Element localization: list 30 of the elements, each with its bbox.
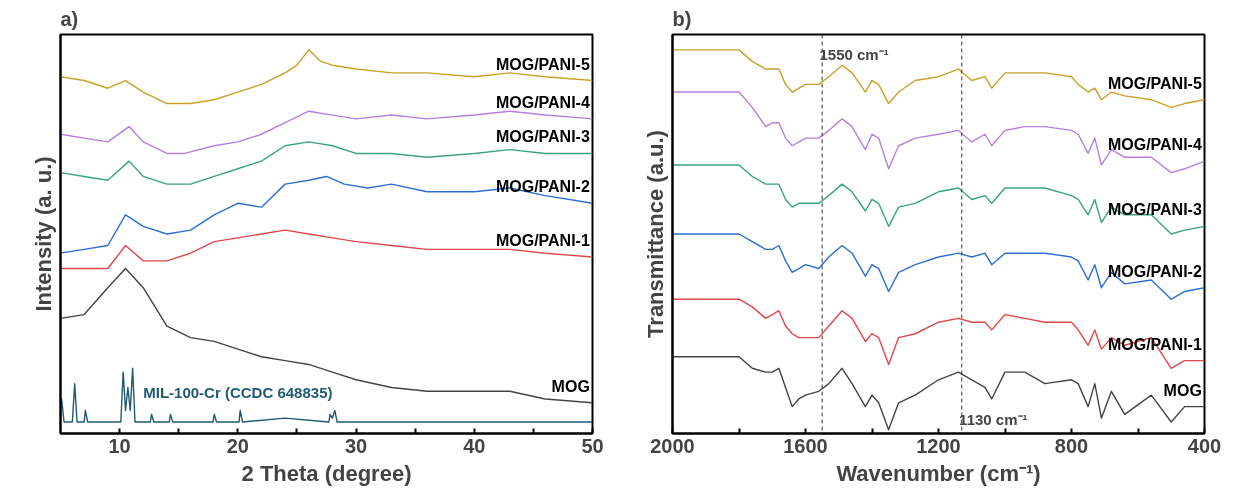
x-tick-label: 40 xyxy=(463,434,486,457)
series-label: MOG xyxy=(1163,381,1202,399)
series-label: MOG/PANI-4 xyxy=(1107,136,1202,154)
y-axis-title: Intensity (a. u.) xyxy=(30,156,56,312)
x-tick-label: 10 xyxy=(108,434,131,457)
series-label: MOG/PANI-3 xyxy=(495,128,590,146)
x-tick-label: 1600 xyxy=(783,434,828,457)
chart-title: b) xyxy=(672,7,692,30)
x-tick-label: 30 xyxy=(344,434,368,457)
x-tick-label: 20 xyxy=(226,434,249,457)
series-label: MOG/PANI-2 xyxy=(1107,262,1202,280)
ref-line-label: 1550 cm⁻¹ xyxy=(819,45,889,63)
series-label: MOG/PANI-1 xyxy=(495,232,590,250)
chart-title: a) xyxy=(60,7,79,30)
annotation: MIL-100-Cr (CCDC 648835) xyxy=(143,383,333,401)
x-tick-label: 1200 xyxy=(916,434,961,457)
series-label: MOG/PANI-5 xyxy=(1107,74,1202,92)
x-axis-title: 2 Theta (degree) xyxy=(241,460,412,486)
x-axis-title: Wavenumber (cm⁻¹) xyxy=(836,460,1041,486)
series-label: MOG/PANI-5 xyxy=(495,55,590,73)
x-tick-label: 800 xyxy=(1054,434,1089,457)
series-label: MOG xyxy=(551,377,590,395)
x-tick-label: 50 xyxy=(581,434,604,457)
x-tick-label: 2000 xyxy=(650,434,695,457)
y-axis-title: Transmittance (a.u.) xyxy=(642,130,668,338)
series-label: MOG/PANI-2 xyxy=(495,178,590,196)
series-label: MOG/PANI-4 xyxy=(495,93,590,111)
x-tick-label: 400 xyxy=(1187,434,1222,457)
ref-line-label: 1130 cm⁻¹ xyxy=(959,410,1028,428)
series-label: MOG/PANI-3 xyxy=(1107,201,1202,219)
